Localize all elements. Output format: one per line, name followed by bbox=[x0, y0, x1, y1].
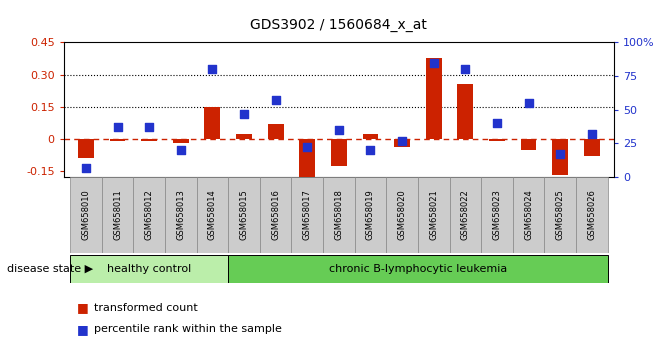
Bar bbox=[544, 177, 576, 253]
Bar bbox=[426, 58, 442, 138]
Bar bbox=[481, 177, 513, 253]
Bar bbox=[228, 255, 608, 283]
Point bbox=[144, 124, 154, 130]
Bar bbox=[299, 138, 315, 179]
Text: ■: ■ bbox=[77, 323, 89, 336]
Bar bbox=[362, 134, 378, 138]
Text: GSM658010: GSM658010 bbox=[81, 190, 91, 240]
Point bbox=[175, 147, 186, 153]
Bar bbox=[552, 138, 568, 175]
Point bbox=[239, 111, 250, 116]
Point bbox=[460, 67, 471, 72]
Bar bbox=[70, 177, 102, 253]
Bar bbox=[489, 138, 505, 141]
Text: GSM658022: GSM658022 bbox=[461, 190, 470, 240]
Point bbox=[302, 144, 313, 150]
Bar bbox=[584, 138, 600, 156]
Bar bbox=[576, 177, 608, 253]
Text: GSM658019: GSM658019 bbox=[366, 190, 375, 240]
Text: chronic B-lymphocytic leukemia: chronic B-lymphocytic leukemia bbox=[329, 264, 507, 274]
Bar bbox=[236, 134, 252, 138]
Bar bbox=[228, 177, 260, 253]
Text: GSM658025: GSM658025 bbox=[556, 190, 565, 240]
Bar bbox=[102, 177, 134, 253]
Point bbox=[333, 127, 344, 133]
Bar bbox=[260, 177, 291, 253]
Text: GSM658014: GSM658014 bbox=[208, 190, 217, 240]
Text: transformed count: transformed count bbox=[94, 303, 198, 313]
Bar bbox=[323, 177, 355, 253]
Bar bbox=[450, 177, 481, 253]
Bar bbox=[291, 177, 323, 253]
Bar bbox=[134, 177, 165, 253]
Bar bbox=[386, 177, 418, 253]
Bar bbox=[165, 177, 197, 253]
Text: GSM658013: GSM658013 bbox=[176, 190, 185, 240]
Text: disease state ▶: disease state ▶ bbox=[7, 264, 93, 274]
Bar bbox=[521, 138, 537, 150]
Bar bbox=[513, 177, 544, 253]
Text: GSM658024: GSM658024 bbox=[524, 190, 533, 240]
Text: GSM658021: GSM658021 bbox=[429, 190, 438, 240]
Point bbox=[81, 165, 91, 170]
Bar bbox=[197, 177, 228, 253]
Bar bbox=[418, 177, 450, 253]
Text: GSM658017: GSM658017 bbox=[303, 190, 312, 240]
Point bbox=[428, 60, 439, 65]
Text: GSM658015: GSM658015 bbox=[240, 190, 248, 240]
Point bbox=[523, 100, 534, 106]
Text: GDS3902 / 1560684_x_at: GDS3902 / 1560684_x_at bbox=[250, 18, 427, 32]
Bar bbox=[268, 124, 284, 138]
Bar bbox=[78, 138, 94, 158]
Point bbox=[112, 124, 123, 130]
Text: GSM658020: GSM658020 bbox=[398, 190, 407, 240]
Bar bbox=[355, 177, 386, 253]
Text: GSM658012: GSM658012 bbox=[145, 190, 154, 240]
Point bbox=[492, 120, 503, 126]
Point bbox=[555, 151, 566, 157]
Text: ■: ■ bbox=[77, 302, 89, 314]
Text: GSM658018: GSM658018 bbox=[334, 190, 344, 240]
Point bbox=[207, 67, 217, 72]
Point bbox=[586, 131, 597, 137]
Text: GSM658026: GSM658026 bbox=[587, 190, 597, 240]
Bar bbox=[394, 138, 410, 147]
Text: percentile rank within the sample: percentile rank within the sample bbox=[94, 324, 282, 334]
Text: GSM658011: GSM658011 bbox=[113, 190, 122, 240]
Point bbox=[397, 138, 407, 143]
Text: healthy control: healthy control bbox=[107, 264, 191, 274]
Bar bbox=[331, 138, 347, 166]
Text: GSM658016: GSM658016 bbox=[271, 190, 280, 240]
Bar bbox=[109, 138, 125, 141]
Text: GSM658023: GSM658023 bbox=[493, 190, 501, 240]
Point bbox=[365, 147, 376, 153]
Bar bbox=[173, 138, 189, 143]
Bar bbox=[205, 107, 220, 138]
Bar bbox=[70, 255, 228, 283]
Point bbox=[270, 97, 281, 103]
Bar bbox=[141, 138, 157, 141]
Bar bbox=[458, 84, 473, 138]
